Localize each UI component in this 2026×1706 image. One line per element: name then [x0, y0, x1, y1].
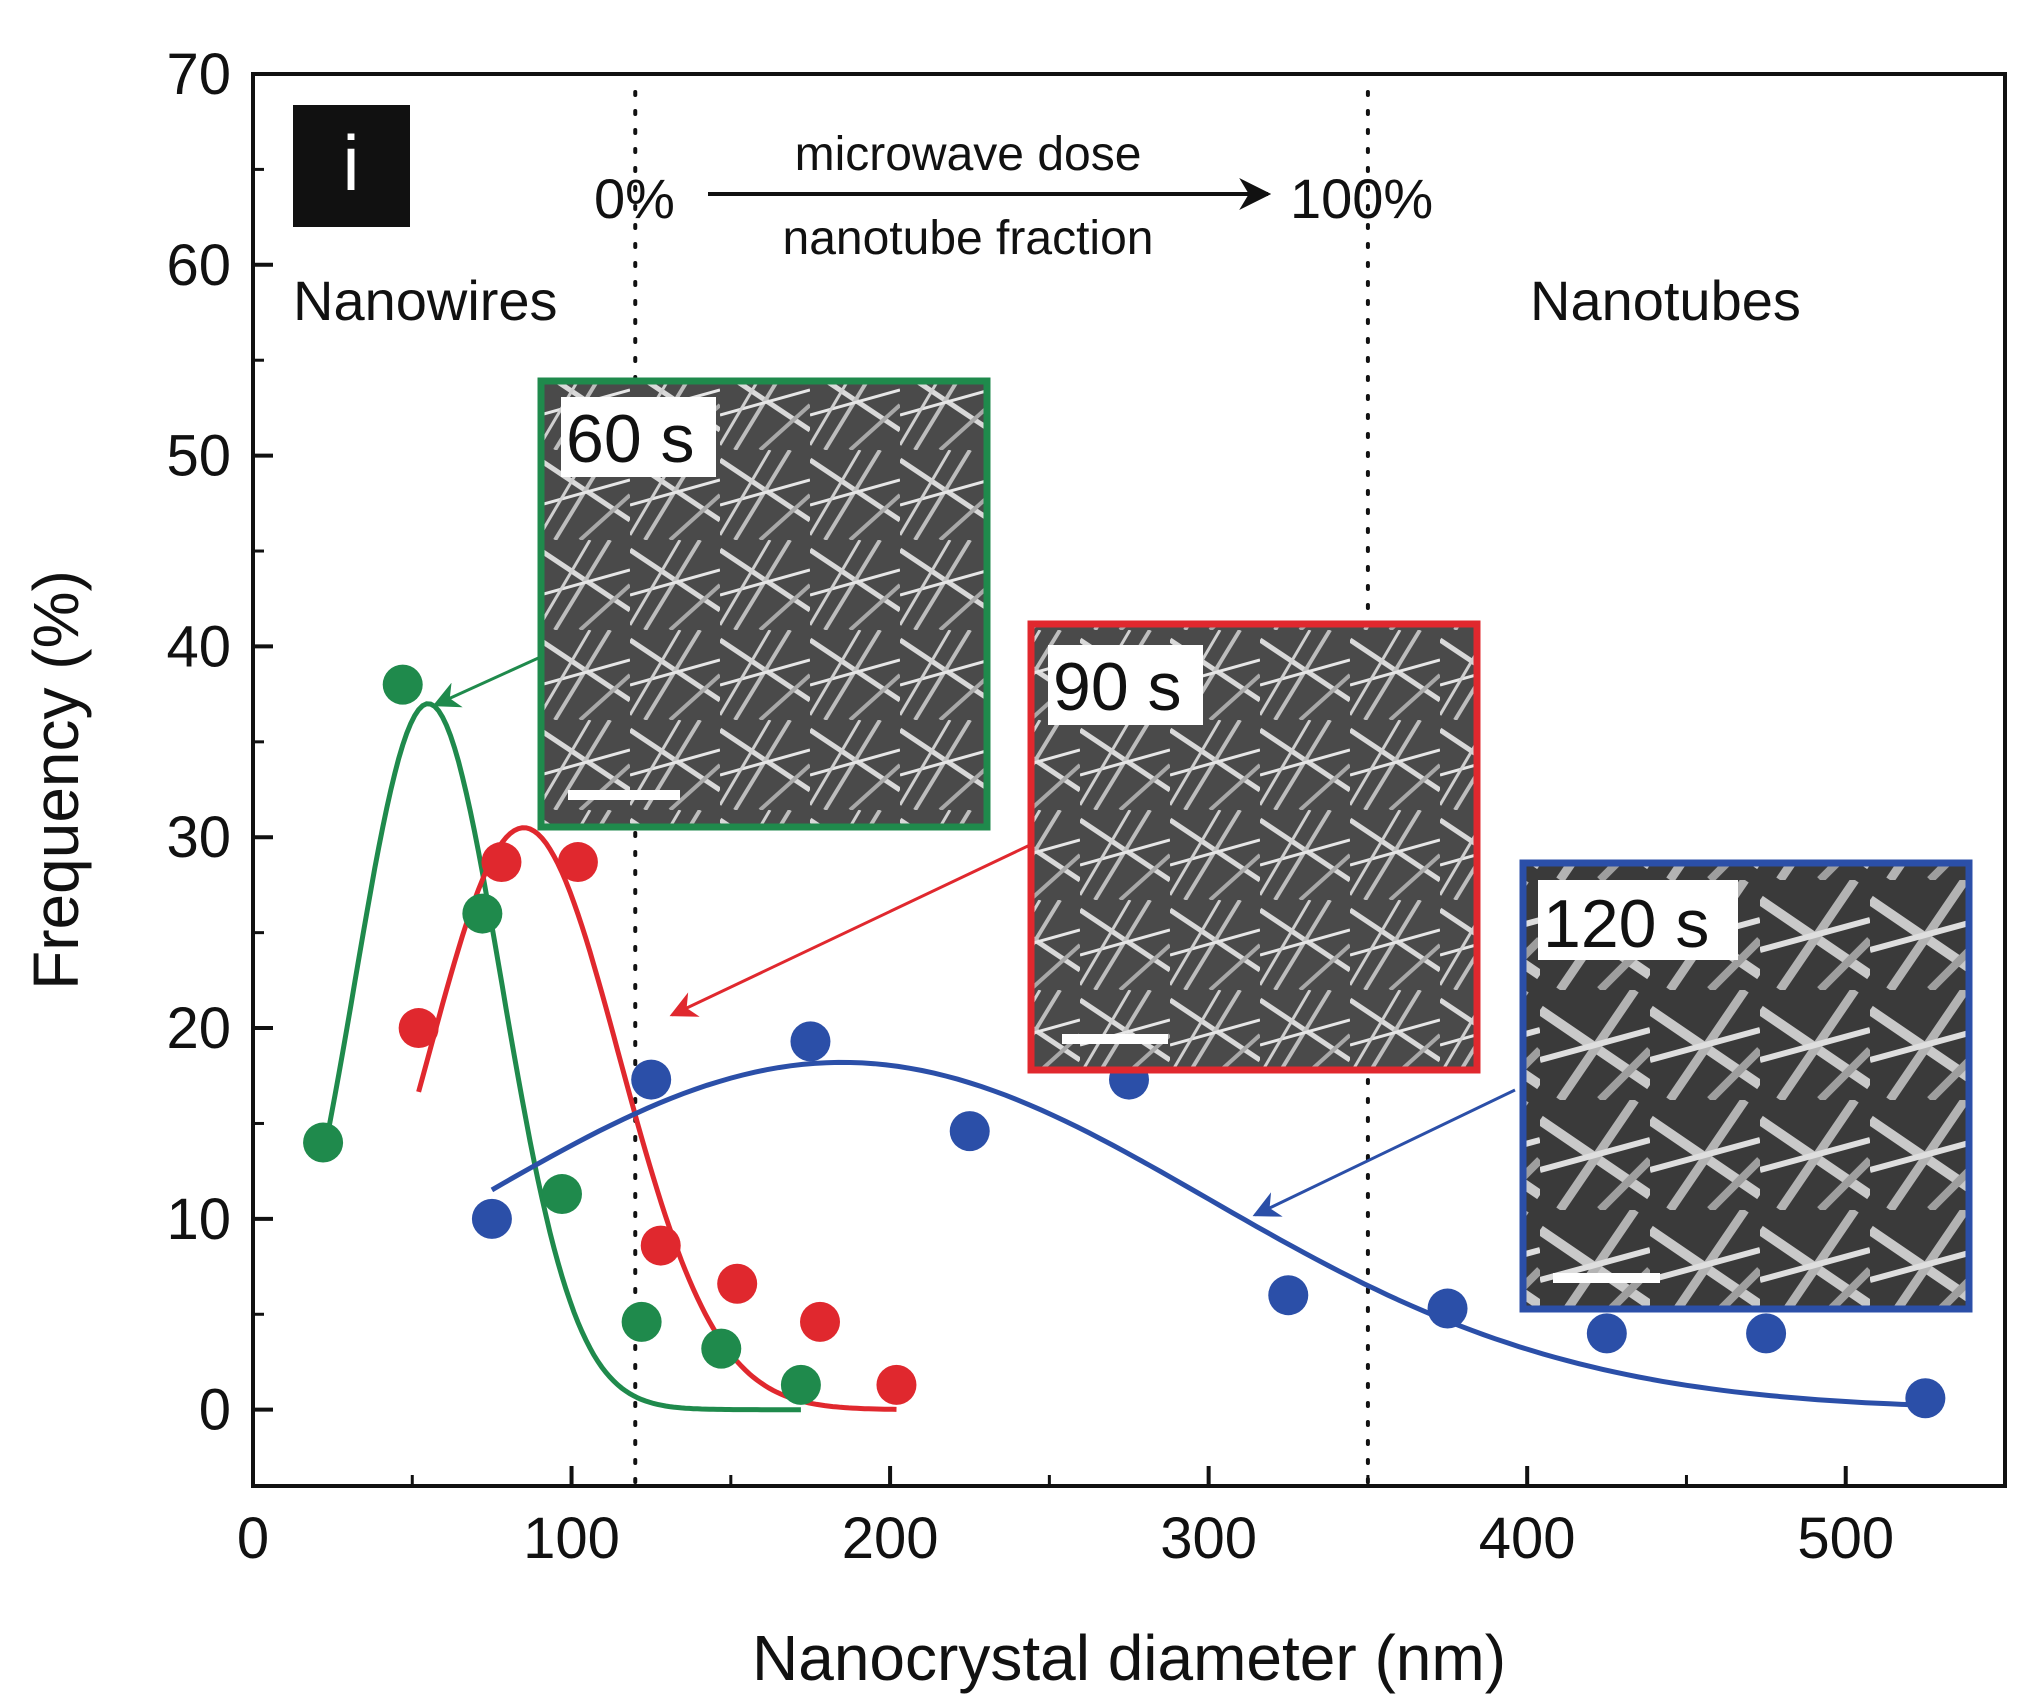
nanotubes-label: Nanotubes — [1530, 269, 1801, 332]
inset-arrow-120s — [1252, 1088, 1516, 1217]
point-2-9 — [1905, 1378, 1946, 1419]
nanowires-label: Nanowires — [293, 269, 558, 332]
fit-curve-2 — [490, 1059, 1926, 1408]
inset-120s-label: 120 s — [1543, 886, 1709, 962]
point-1-5 — [800, 1301, 841, 1342]
arrow-label-top: microwave dose — [795, 128, 1142, 181]
axis-tick-labels: 0 100 200 300 400 500 0 10 20 30 40 50 60 70 — [166, 42, 1894, 1571]
x-tick-label-200: 200 — [842, 1506, 939, 1571]
point-2-5 — [1268, 1275, 1309, 1316]
x-tick-label-100: 100 — [523, 1506, 620, 1571]
y-tick-label-20: 20 — [166, 996, 231, 1061]
point-1-3 — [640, 1225, 681, 1266]
point-2-2 — [790, 1021, 831, 1062]
inset-90s-label: 90 s — [1053, 649, 1182, 725]
x-tick-label-300: 300 — [1160, 1506, 1257, 1571]
point-2-6 — [1427, 1288, 1468, 1329]
x-tick-label-0: 0 — [237, 1506, 269, 1571]
inset-60s-label: 60 s — [566, 401, 695, 477]
fit-curve-0 — [320, 701, 801, 1413]
point-0-3 — [541, 1174, 582, 1215]
vertical-dotted-lines — [633, 90, 1370, 1488]
inset-120s: 120 s — [1519, 859, 1973, 1313]
point-2-1 — [631, 1059, 672, 1100]
point-0-6 — [780, 1364, 821, 1405]
point-1-0 — [398, 1008, 439, 1049]
inset-arrow-60s — [432, 653, 546, 708]
inset-120s-label-bg — [1538, 880, 1738, 960]
x-axis-title: Nanocrystal diameter (nm) — [752, 1622, 1506, 1694]
data-points — [303, 664, 1946, 1419]
point-2-0 — [471, 1198, 512, 1239]
x-tick-label-400: 400 — [1479, 1506, 1576, 1571]
y-tick-label-70: 70 — [166, 42, 231, 107]
y-tick-label-60: 60 — [166, 233, 231, 298]
y-tick-label-30: 30 — [166, 805, 231, 870]
x-tick-label-500: 500 — [1797, 1506, 1894, 1571]
axis-ticks — [251, 72, 1848, 1486]
point-0-4 — [621, 1301, 662, 1342]
panel-letter: i — [342, 119, 359, 207]
inset-90s-label-bg — [1048, 645, 1203, 725]
y-tick-label-50: 50 — [166, 424, 231, 489]
point-2-3 — [949, 1111, 990, 1152]
inset-90s: 90 s — [1027, 620, 1481, 1074]
point-0-0 — [303, 1122, 344, 1163]
point-2-8 — [1746, 1313, 1787, 1354]
end-percent: 100% — [1290, 167, 1433, 230]
inset-arrow-90s — [669, 843, 1031, 1017]
point-0-1 — [382, 664, 423, 705]
arrow-label-bottom: nanotube fraction — [783, 212, 1154, 265]
point-2-7 — [1586, 1313, 1627, 1354]
y-tick-label-0: 0 — [199, 1378, 231, 1443]
point-0-5 — [701, 1328, 742, 1369]
panel-letter-box — [293, 105, 410, 227]
y-tick-label-10: 10 — [166, 1187, 231, 1252]
plot-frame — [251, 72, 2007, 1488]
start-percent: 0% — [594, 167, 675, 230]
inset-60s-label-bg — [561, 397, 716, 477]
y-axis-title: Frequency (%) — [20, 570, 92, 990]
point-0-2 — [462, 893, 503, 934]
point-1-2 — [557, 842, 598, 883]
y-tick-label-40: 40 — [166, 614, 231, 679]
inset-90s-image — [1027, 620, 1481, 1074]
inset-60s: 60 s — [537, 377, 991, 831]
point-1-1 — [481, 842, 522, 883]
point-1-4 — [717, 1263, 758, 1304]
point-1-6 — [876, 1364, 917, 1405]
